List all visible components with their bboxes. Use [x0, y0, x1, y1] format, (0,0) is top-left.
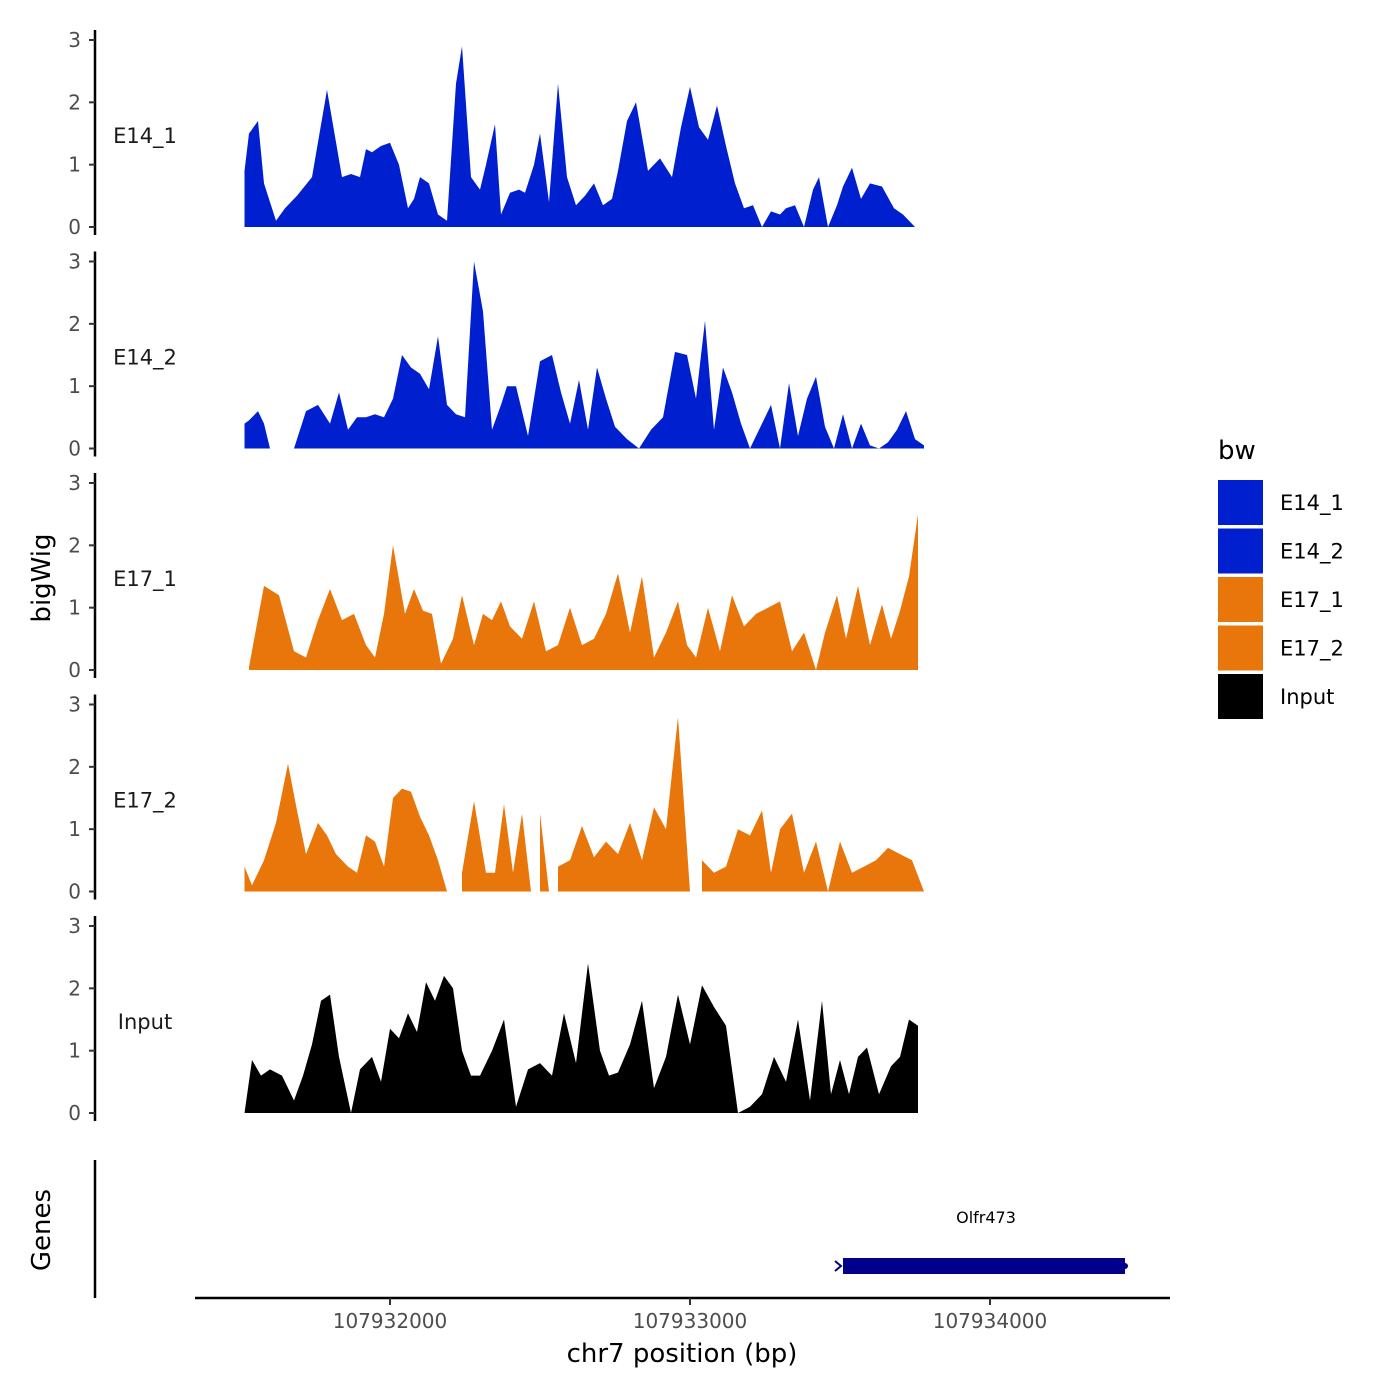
y-tick-label: 0	[68, 1101, 81, 1125]
coverage-area-e17-2	[244, 763, 447, 892]
gene-panel: Olfr473	[93, 1160, 1128, 1298]
legend-label-e14-2: E14_2	[1280, 540, 1344, 565]
x-tick-label: 107934000	[933, 1309, 1048, 1333]
y-tick-label: 0	[68, 215, 81, 239]
track-e17-2: 0 1 2 3 E17_2	[68, 693, 924, 904]
y-tick-label: 1	[68, 1039, 81, 1063]
y-tick-label: 2	[68, 90, 81, 114]
y-axis-title: bigWig	[27, 533, 57, 622]
coverage-area-e17-2	[462, 801, 531, 892]
coverage-area-e17-2	[540, 813, 549, 892]
gene-label: Olfr473	[956, 1208, 1016, 1227]
coverage-area-e14-2	[244, 261, 924, 449]
legend-swatch-e14-1	[1218, 480, 1263, 525]
y-tick-label: 3	[68, 28, 81, 52]
y-tick-label: 2	[68, 312, 81, 336]
track-label: E17_2	[113, 789, 177, 814]
legend-swatch-e17-2	[1218, 625, 1263, 671]
y-tick-label: 3	[68, 914, 81, 938]
y-tick-label: 0	[68, 880, 81, 904]
track-e14-2: 0 1 2 3 E14_2	[68, 250, 924, 461]
y-tick-label: 2	[68, 976, 81, 1000]
legend-label-e14-1: E14_1	[1280, 491, 1344, 516]
x-axis-title: chr7 position (bp)	[567, 1339, 798, 1369]
coverage-area-e17-2	[702, 810, 924, 892]
track-input: 0 1 2 3 Input	[68, 914, 918, 1125]
gene-body-olfr473	[843, 1258, 1125, 1274]
x-tick-label: 107932000	[333, 1309, 448, 1333]
y-tick-label: 1	[68, 374, 81, 398]
legend-swatch-input	[1218, 674, 1263, 719]
y-tick-label: 2	[68, 533, 81, 557]
legend-label-e17-2: E17_2	[1280, 637, 1344, 662]
track-label: E17_1	[113, 567, 177, 592]
y-tick-label: 2	[68, 755, 81, 779]
legend-swatch-e14-2	[1218, 528, 1263, 574]
track-e14-1: 0 1 2 3 E14_1	[68, 28, 915, 239]
track-e17-1: 0 1 2 3 E17_1	[68, 471, 918, 682]
coverage-area-e14-1	[244, 46, 915, 228]
track-label: Input	[118, 1010, 172, 1034]
y-tick-label: 1	[68, 596, 81, 620]
legend-swatch-e17-1	[1218, 577, 1263, 622]
y-tick-label: 1	[68, 153, 81, 177]
x-axis: 107932000 107933000 107934000	[195, 1296, 1170, 1333]
legend-label-input: Input	[1280, 685, 1334, 709]
coverage-tracks: 0 1 2 3 E14_1 0 1 2 3 E14_2 0 1 2 3 E17_1 0 1 2 3 E17_2 0 1 2 3…	[68, 28, 924, 1125]
coverage-area-e17-2	[558, 717, 690, 892]
genes-axis-title: Genes	[27, 1189, 57, 1271]
coverage-area-e17-1	[249, 514, 918, 670]
y-tick-label: 1	[68, 817, 81, 841]
y-tick-label: 3	[68, 250, 81, 274]
y-tick-label: 0	[68, 658, 81, 682]
x-tick-label: 107933000	[633, 1309, 748, 1333]
gene-end-marker	[1122, 1263, 1128, 1269]
legend: bw E14_1 E14_2 E17_1 E17_2 Input	[1218, 436, 1344, 719]
y-tick-label: 3	[68, 471, 81, 495]
y-tick-label: 3	[68, 693, 81, 717]
legend-title: bw	[1218, 436, 1256, 466]
legend-label-e17-1: E17_1	[1280, 588, 1344, 613]
strand-arrow-icon	[834, 1260, 843, 1272]
coverage-area-input	[244, 963, 918, 1113]
track-label: E14_1	[113, 124, 177, 149]
y-tick-label: 0	[68, 437, 81, 461]
track-label: E14_2	[113, 346, 177, 371]
